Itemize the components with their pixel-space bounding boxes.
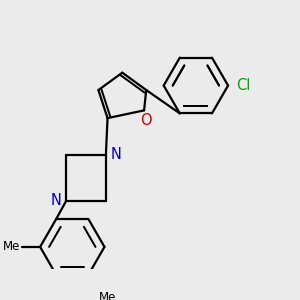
Text: N: N [111,147,122,162]
Text: Cl: Cl [236,78,250,93]
Text: Me: Me [99,291,116,300]
Text: O: O [140,113,152,128]
Text: Me: Me [3,240,20,254]
Text: N: N [51,194,62,208]
